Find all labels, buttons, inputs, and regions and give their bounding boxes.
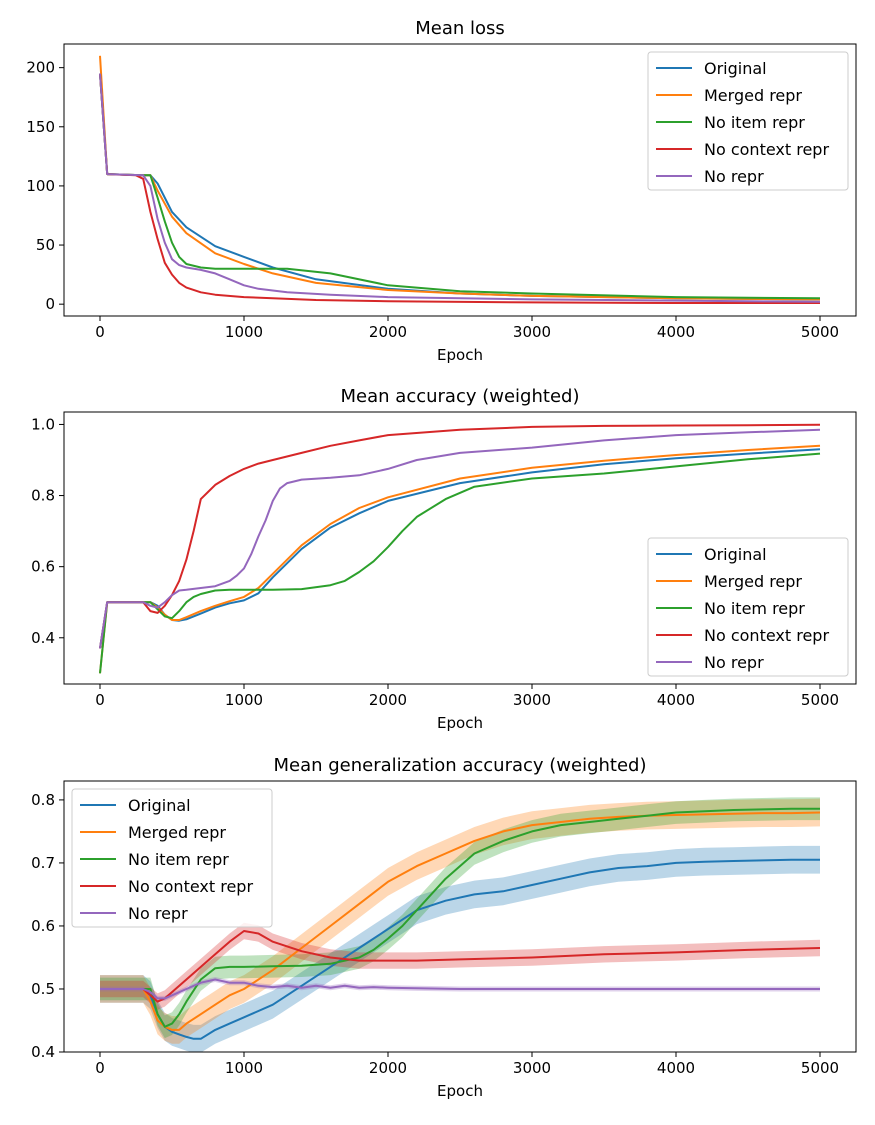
y-tick-label: 50 (36, 236, 55, 254)
legend-label: No context repr (128, 877, 253, 896)
legend-box (647, 537, 849, 677)
legend-label: No repr (704, 167, 764, 186)
series-band-no-item-repr (100, 797, 820, 1039)
series-line-original (99, 448, 821, 649)
chart-title: Mean generalization accuracy (weighted) (273, 755, 646, 776)
y-tick-label: 0 (45, 295, 55, 313)
x-tick-label: 2000 (369, 691, 407, 709)
series-line-no-context-repr (100, 930, 821, 1003)
plot-frame (63, 43, 857, 317)
plot-frame (63, 411, 857, 685)
x-tick-label: 1000 (225, 1059, 263, 1077)
chart-title: Mean accuracy (weighted) (341, 386, 580, 407)
legend: Original Merged repr No item repr No contex… (71, 788, 273, 928)
series-line-no-repr (99, 428, 821, 649)
series-line-no-context-repr (99, 73, 820, 304)
x-tick-label: 2000 (369, 323, 407, 341)
legend-label: No context repr (704, 626, 829, 645)
y-tick-label: 0.6 (31, 558, 55, 576)
x-tick-label: 4000 (657, 1059, 695, 1077)
y-tick-label: 0.5 (31, 980, 55, 998)
x-tick-label: 5000 (801, 323, 839, 341)
legend-label: Merged repr (704, 572, 802, 591)
legend-label: No context repr (704, 140, 829, 159)
y-tick-label: 0.8 (31, 487, 55, 505)
legend-label: No item repr (704, 113, 805, 132)
series-line-no-item-repr (100, 807, 820, 1028)
y-tick-label: 1.0 (31, 415, 55, 433)
x-tick-label: 3000 (513, 1059, 551, 1077)
chart-2: Mean accuracy (weighted) 0 1000 2000 3000 400… (31, 386, 857, 732)
legend-box (647, 51, 849, 191)
plot-frame (63, 780, 857, 1053)
x-tick-label: 3000 (513, 691, 551, 709)
y-tick-label: 100 (26, 177, 55, 195)
x-tick-label: 0 (95, 691, 105, 709)
x-tick-label: 0 (95, 1059, 105, 1077)
x-axis-label: Epoch (437, 1082, 483, 1100)
legend-label: Original (128, 796, 191, 815)
y-tick-label: 0.7 (31, 854, 55, 872)
x-axis-label: Epoch (437, 714, 483, 732)
x-tick-label: 3000 (513, 323, 551, 341)
legend: Original Merged repr No item repr No contex… (647, 537, 849, 677)
legend-label: No repr (704, 653, 764, 672)
legend-label: Merged repr (128, 823, 226, 842)
chart-1: Mean loss 0 1000 2000 3000 4000 5000 0 50 100 150 2… (26, 18, 857, 364)
chart-title: Mean loss (415, 18, 505, 39)
x-axis-label: Epoch (437, 346, 483, 364)
chart-3: Mean generalization accuracy (weighted) 0… (31, 755, 857, 1100)
series-line-no-repr (100, 978, 820, 1000)
legend: Original Merged repr No item repr No contex… (647, 51, 849, 191)
x-tick-label: 4000 (657, 323, 695, 341)
y-tick-label: 0.6 (31, 917, 55, 935)
x-tick-label: 1000 (225, 691, 263, 709)
legend-label: Original (704, 59, 767, 78)
y-tick-label: 0.4 (31, 1043, 55, 1061)
legend-label: Merged repr (704, 86, 802, 105)
x-tick-label: 5000 (801, 1059, 839, 1077)
y-tick-label: 0.8 (31, 791, 55, 809)
plot-area (99, 423, 821, 674)
series-line-no-repr (99, 73, 821, 303)
legend-label: No repr (128, 904, 188, 923)
x-tick-label: 1000 (225, 323, 263, 341)
series-line-merged-repr (100, 811, 821, 1031)
y-tick-label: 200 (26, 59, 55, 77)
y-tick-label: 150 (26, 118, 55, 136)
series-line-no-item-repr (99, 452, 821, 674)
legend-box (71, 788, 273, 928)
x-tick-label: 5000 (801, 691, 839, 709)
series-line-no-context-repr (99, 423, 821, 649)
x-tick-label: 2000 (369, 1059, 407, 1077)
plot-area (100, 797, 821, 1052)
series-line-no-item-repr (99, 73, 821, 300)
legend-label: No item repr (128, 850, 229, 869)
plot-area (99, 55, 821, 304)
y-tick-label: 0.4 (31, 629, 55, 647)
x-tick-label: 0 (95, 323, 105, 341)
legend-label: Original (704, 545, 767, 564)
legend-label: No item repr (704, 599, 805, 618)
x-tick-label: 4000 (657, 691, 695, 709)
